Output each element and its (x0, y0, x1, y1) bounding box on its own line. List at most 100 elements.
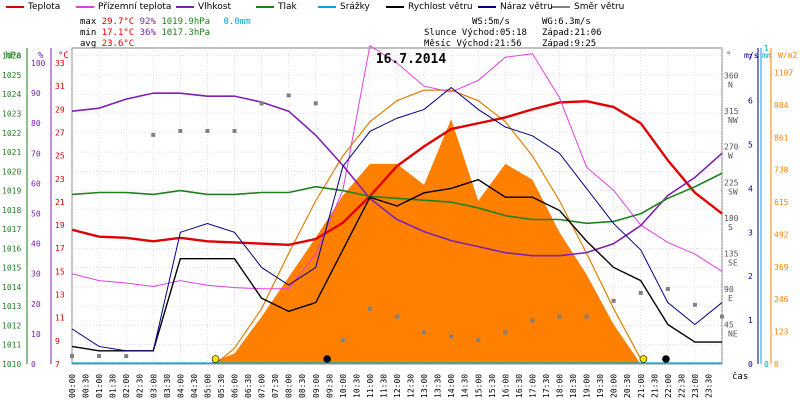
tick-dir: 135 (724, 249, 739, 258)
tick-x: 02:00 (122, 374, 131, 398)
tick-x: 21:30 (650, 374, 659, 398)
tick-x: 23:30 (704, 374, 713, 398)
tick-x: 07:30 (271, 374, 280, 398)
tick-x: 09:00 (312, 374, 321, 398)
tick-wm2: 984 (774, 101, 789, 110)
tick-x: 05:30 (217, 374, 226, 398)
stats-min-temp: 17.1°C (101, 28, 135, 38)
tick-x: 14:30 (461, 374, 470, 398)
tick-dir: 270 (724, 143, 739, 152)
tick-x: 19:00 (583, 374, 592, 398)
wind-direction-point (340, 338, 345, 343)
tick-temp: 21 (55, 198, 65, 207)
tick-x: 13:30 (434, 374, 443, 398)
tick-x: 11:00 (366, 374, 375, 398)
tick-x: 16:30 (515, 374, 524, 398)
tick-x: 01:30 (109, 374, 118, 398)
legend-swatch (256, 6, 274, 8)
stats-max-label: max (80, 17, 97, 27)
tick-ms: 5 (748, 141, 753, 150)
tick-pct: 90 (31, 89, 41, 98)
wind-direction-point (286, 93, 291, 98)
tick-wm2: 123 (774, 328, 789, 337)
tick-wm2: 492 (774, 230, 789, 239)
tick-mm: 0 (764, 360, 769, 369)
wind-direction-point (557, 314, 562, 319)
wind-direction-point (151, 132, 156, 137)
legend-label: Vlhkost (198, 2, 231, 12)
tick-dir-name: SE (728, 258, 738, 267)
tick-x: 20:00 (610, 374, 619, 398)
wind-direction-point (97, 354, 102, 359)
tick-x: 03:30 (163, 374, 172, 398)
tick-temp: 19 (55, 221, 65, 230)
tick-temp: 15 (55, 267, 65, 276)
tick-ms: 2 (748, 272, 753, 281)
tick-x: 22:00 (664, 374, 673, 398)
tick-x: 07:00 (258, 374, 267, 398)
stats-mesic: Měsíc Východ:21:56 (424, 39, 522, 49)
series-line (71, 86, 723, 352)
tick-pct: 80 (31, 119, 41, 128)
tick-dir-name: NE (728, 329, 738, 338)
legend-label: Náraz větru (500, 2, 553, 12)
tick-hpa: 1012 (2, 321, 21, 330)
tick-x: 16:00 (501, 374, 510, 398)
stats-max-row: max 29.7°C 92% 1019.9hPa 0.0mm (80, 17, 251, 27)
tick-ms: 4 (748, 184, 753, 193)
tick-pct: 60 (31, 179, 41, 188)
legend-label: Teplota (28, 2, 61, 12)
legend-label: Přízemní teplota (98, 2, 172, 12)
wind-direction-point (313, 101, 318, 106)
tick-x: 03:00 (149, 374, 158, 398)
tick-temp: 29 (55, 105, 65, 114)
tick-dir-name: N (728, 81, 733, 90)
stats-max-hum: 92% (139, 17, 156, 27)
tick-wm2: 1107 (774, 68, 793, 77)
stats-slunce: Slunce Východ:05:18 (424, 28, 527, 38)
tick-wm2: 861 (774, 133, 789, 142)
stats-max-press: 1019.9hPa (161, 17, 211, 27)
tick-temp: 17 (55, 244, 65, 253)
legend-item: Vlhkost (176, 1, 231, 13)
stats-wg: WG:6.3m/s (542, 17, 591, 27)
tick-hpa: 1021 (2, 148, 21, 157)
tick-temp: 25 (55, 152, 65, 161)
tick-hpa: 1025 (2, 71, 21, 80)
tick-x: 14:00 (447, 374, 456, 398)
legend-label: Směr větru (574, 2, 625, 12)
tick-dir: 90 (724, 285, 734, 294)
tick-pct: 10 (31, 330, 41, 339)
tick-temp: 27 (55, 128, 65, 137)
legend-label: Rychlost větru (408, 2, 473, 12)
legend-item: Tlak (256, 1, 297, 13)
legend-item: Přízemní teplota (76, 1, 171, 13)
tick-hpa: 1013 (2, 302, 21, 311)
wind-direction-point (232, 128, 237, 133)
stats-max-rain: 0.0mm (223, 17, 251, 27)
tick-ms: 3 (748, 228, 753, 237)
tick-x: 15:00 (474, 374, 483, 398)
tick-x: 06:30 (244, 374, 253, 398)
tick-x: 06:00 (231, 374, 240, 398)
legend-swatch (318, 6, 336, 8)
axis-label-x: čas (732, 371, 748, 382)
wind-direction-point (367, 306, 372, 311)
tick-x: 10:30 (352, 374, 361, 398)
stats-max-temp: 29.7°C (101, 17, 135, 27)
wind-direction-point (584, 314, 589, 319)
tick-pct: 0 (31, 360, 36, 369)
wind-direction-point (259, 101, 264, 106)
tick-x: 04:00 (176, 374, 185, 398)
chart-title: 16.7.2014 (376, 52, 447, 67)
tick-x: 00:30 (82, 374, 91, 398)
wind-direction-point (692, 302, 697, 307)
tick-x: 23:00 (691, 374, 700, 398)
stats-min-hum: 36% (139, 28, 156, 38)
tick-hpa: 1023 (2, 110, 21, 119)
legend-swatch (176, 6, 194, 8)
tick-ms: 7 (748, 53, 753, 62)
tick-temp: 31 (55, 82, 65, 91)
tick-dir: 225 (724, 178, 739, 187)
